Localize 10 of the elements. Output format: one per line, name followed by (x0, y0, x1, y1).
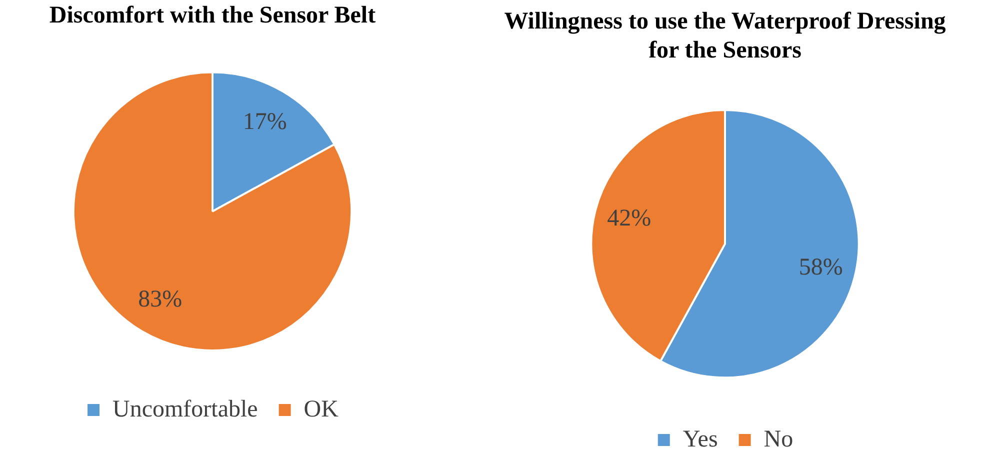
legend-label: Yes (682, 426, 718, 452)
chart-title: Discomfort with the Sensor Belt (49, 2, 376, 29)
chart-title: Willingness to use the Waterproof Dressing for the Sensors (504, 8, 946, 64)
data-label: 42% (607, 205, 652, 232)
legend-label: OK (304, 396, 340, 422)
data-label: 58% (798, 254, 843, 281)
legend-label: Uncomfortable (112, 396, 258, 422)
legend-label: No (764, 426, 794, 452)
data-label: 17% (242, 109, 287, 136)
data-label: 83% (138, 286, 182, 312)
